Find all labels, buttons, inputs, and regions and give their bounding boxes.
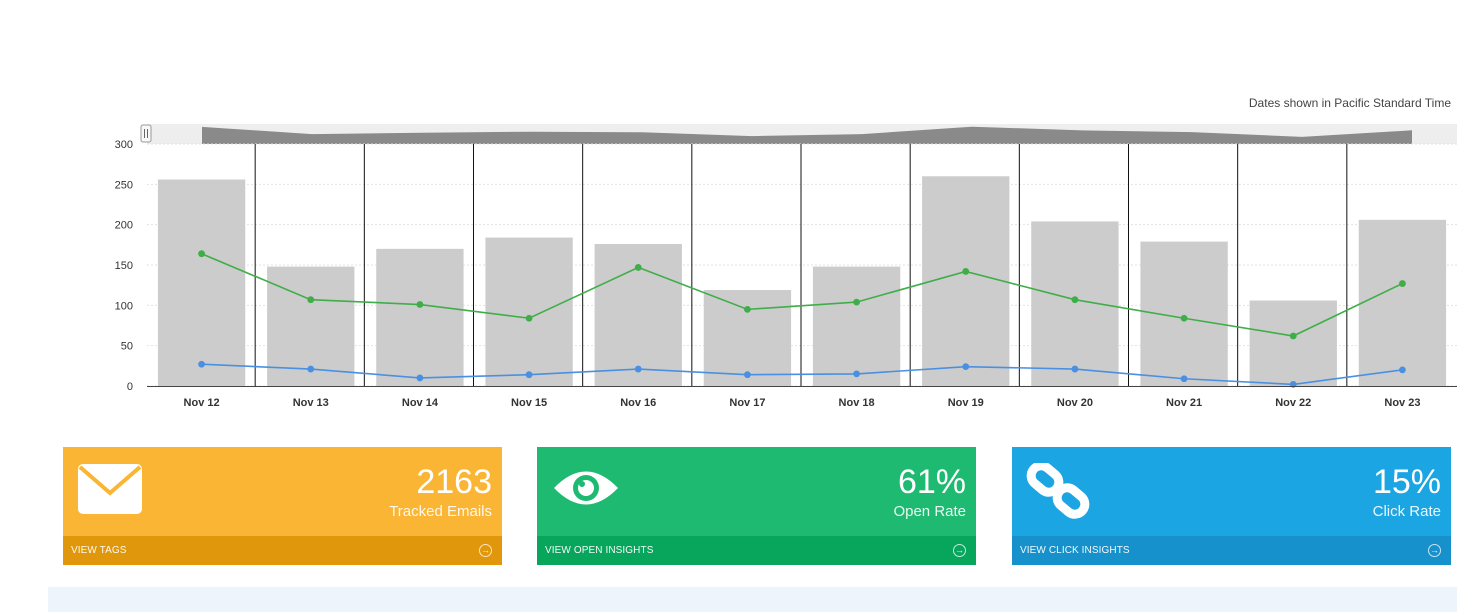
bar — [812, 266, 901, 386]
bar — [376, 248, 464, 386]
arrow-right-circle-icon: → — [1428, 544, 1441, 557]
x-tick-label: Nov 23 — [1384, 397, 1420, 409]
tracked-emails-value: 2163 — [416, 463, 492, 501]
data-point — [1399, 366, 1406, 374]
data-point — [853, 298, 860, 306]
series-line — [201, 252, 1403, 337]
x-tick-label: Nov 16 — [620, 397, 656, 409]
x-tick-label: Nov 20 — [1057, 397, 1093, 409]
x-tick-label: Nov 12 — [184, 397, 220, 409]
bar — [1249, 300, 1337, 386]
arrow-right-circle-icon: → — [479, 544, 492, 557]
view-tags-link[interactable]: VIEW TAGS → — [63, 536, 502, 565]
y-tick-label: 300 — [115, 139, 133, 151]
y-tick-label: 150 — [115, 260, 133, 272]
y-tick-label: 0 — [127, 381, 133, 393]
data-point — [307, 296, 315, 304]
click-rate-card: 15% Click Rate VIEW CLICK INSIGHTS → — [1012, 447, 1451, 565]
data-point — [744, 305, 751, 313]
bar — [1031, 221, 1119, 386]
view-open-insights-link[interactable]: VIEW OPEN INSIGHTS → — [537, 536, 976, 565]
range-navigator[interactable] — [140, 124, 1457, 144]
click-rate-value: 15% — [1372, 463, 1441, 501]
click-rate-label: Click Rate — [1372, 503, 1441, 520]
x-tick-label: Nov 14 — [402, 397, 439, 409]
series-line — [201, 363, 1403, 386]
view-tags-label: VIEW TAGS — [71, 545, 127, 556]
data-point — [634, 365, 642, 373]
bar — [1358, 219, 1447, 386]
click-rate-card-body: 15% Click Rate — [1012, 447, 1451, 536]
data-point — [416, 301, 424, 308]
open-rate-card: 61% Open Rate VIEW OPEN INSIGHTS → — [537, 447, 976, 565]
x-tick-label: Nov 18 — [839, 397, 875, 409]
data-point — [634, 264, 642, 271]
x-tick-label: Nov 21 — [1166, 397, 1202, 409]
y-tick-label: 250 — [115, 179, 133, 191]
bar — [157, 179, 246, 386]
x-tick-label: Nov 22 — [1275, 397, 1311, 409]
eye-icon — [551, 463, 621, 518]
x-tick-label: Nov 15 — [511, 397, 547, 409]
view-open-insights-label: VIEW OPEN INSIGHTS — [545, 545, 654, 556]
bar — [485, 237, 573, 386]
navigator-area — [202, 126, 1412, 144]
data-point — [1399, 280, 1406, 287]
timezone-note: Dates shown in Pacific Standard Time — [1248, 96, 1451, 110]
arrow-right-circle-icon: → — [953, 544, 966, 557]
data-point — [1071, 296, 1079, 304]
data-point — [416, 374, 424, 382]
tracked-emails-card-body: 2163 Tracked Emails — [63, 447, 502, 536]
data-point — [962, 363, 970, 371]
y-tick-label: 200 — [115, 220, 133, 232]
y-axis: 0 50 100 150 200 250 300 — [115, 139, 133, 393]
bar — [922, 176, 1010, 386]
data-point — [1289, 332, 1297, 340]
view-click-insights-link[interactable]: VIEW CLICK INSIGHTS → — [1012, 536, 1451, 565]
x-tick-label: Nov 17 — [729, 397, 765, 409]
data-point — [198, 250, 205, 258]
open-rate-label: Open Rate — [893, 503, 966, 520]
data-point — [853, 370, 860, 378]
x-tick-label: Nov 13 — [293, 397, 329, 409]
tracked-emails-card: 2163 Tracked Emails VIEW TAGS → — [63, 447, 502, 565]
data-point — [962, 268, 970, 275]
data-point — [1071, 365, 1079, 373]
view-click-insights-label: VIEW CLICK INSIGHTS — [1020, 545, 1130, 556]
line-series — [198, 250, 1406, 388]
chain-link-icon — [1026, 461, 1092, 524]
data-point — [1180, 375, 1188, 383]
open-rate-value: 61% — [897, 463, 966, 501]
envelope-icon — [77, 463, 143, 520]
bar-series — [157, 176, 1447, 386]
data-point — [198, 360, 205, 368]
open-rate-card-body: 61% Open Rate — [537, 447, 976, 536]
data-point — [744, 371, 751, 379]
bottom-panel — [48, 587, 1457, 612]
y-tick-label: 50 — [121, 341, 133, 353]
data-point — [525, 371, 533, 379]
y-tick-label: 100 — [115, 300, 133, 312]
x-tick-label: Nov 19 — [948, 397, 984, 409]
tracked-emails-label: Tracked Emails — [389, 503, 492, 520]
data-point — [307, 365, 315, 373]
navigator-handle-left[interactable] — [140, 124, 152, 143]
data-point — [525, 314, 533, 322]
x-axis: Nov 12 Nov 13 Nov 14 Nov 15 Nov 16 Nov 17 Nov … — [147, 386, 1457, 409]
day-dividers — [254, 144, 1348, 386]
data-point — [1180, 314, 1188, 322]
